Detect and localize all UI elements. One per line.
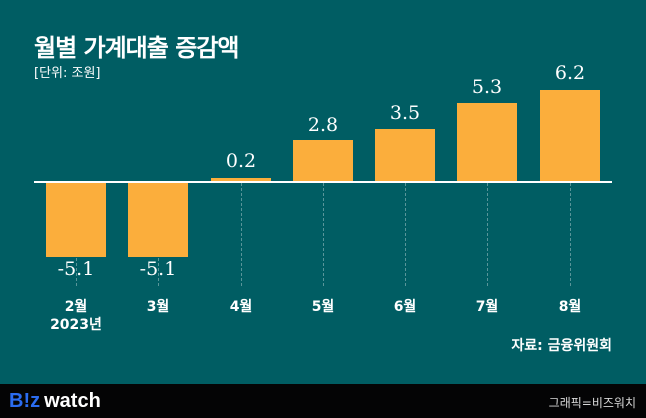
bizwatch-logo: B!z watch	[9, 390, 101, 413]
value-label: 2.8	[307, 114, 339, 136]
x-label: 2월 2023년	[36, 298, 116, 334]
x-label: 3월	[146, 299, 170, 315]
bar-aug	[540, 90, 600, 181]
guide-line	[487, 183, 488, 286]
guide-line	[241, 183, 242, 286]
chart-unit: [단위: 조원]	[34, 66, 101, 81]
guide-line	[570, 183, 571, 286]
x-label: 7월	[475, 299, 499, 315]
guide-line	[158, 258, 159, 286]
zero-baseline	[34, 181, 612, 183]
x-label-month: 2월	[64, 299, 88, 315]
x-label: 8월	[558, 299, 582, 315]
bar-apr	[211, 178, 271, 181]
value-label: 0.2	[225, 150, 257, 172]
x-label: 5월	[311, 299, 335, 315]
value-label: 6.2	[554, 62, 586, 84]
guide-line	[323, 183, 324, 286]
bar-feb	[46, 182, 106, 257]
guide-line	[405, 183, 406, 286]
value-label: 3.5	[389, 102, 421, 124]
bar-mar	[128, 182, 188, 257]
guide-line	[76, 258, 77, 286]
x-label-year: 2023년	[50, 317, 102, 333]
x-label: 6월	[393, 299, 417, 315]
source-note: 자료: 금융위원회	[511, 338, 612, 354]
x-label: 4월	[229, 299, 253, 315]
bar-jul	[457, 103, 517, 181]
bar-chart: 월별 가계대출 증감액 [단위: 조원] -5.1 -5.1 0.2 2.8 3…	[34, 34, 612, 354]
bar-jun	[375, 129, 435, 181]
logo-watch: watch	[44, 390, 101, 412]
value-label: -5.1	[57, 258, 95, 280]
graphic-credit: 그래픽=비즈워치	[548, 396, 636, 410]
bar-may	[293, 140, 353, 181]
footer-bar: B!z watch 그래픽=비즈워치	[0, 384, 646, 418]
chart-title: 월별 가계대출 증감액	[34, 34, 239, 62]
logo-biz: B!z	[9, 390, 41, 412]
value-label: -5.1	[139, 258, 177, 280]
value-label: 5.3	[471, 76, 503, 98]
